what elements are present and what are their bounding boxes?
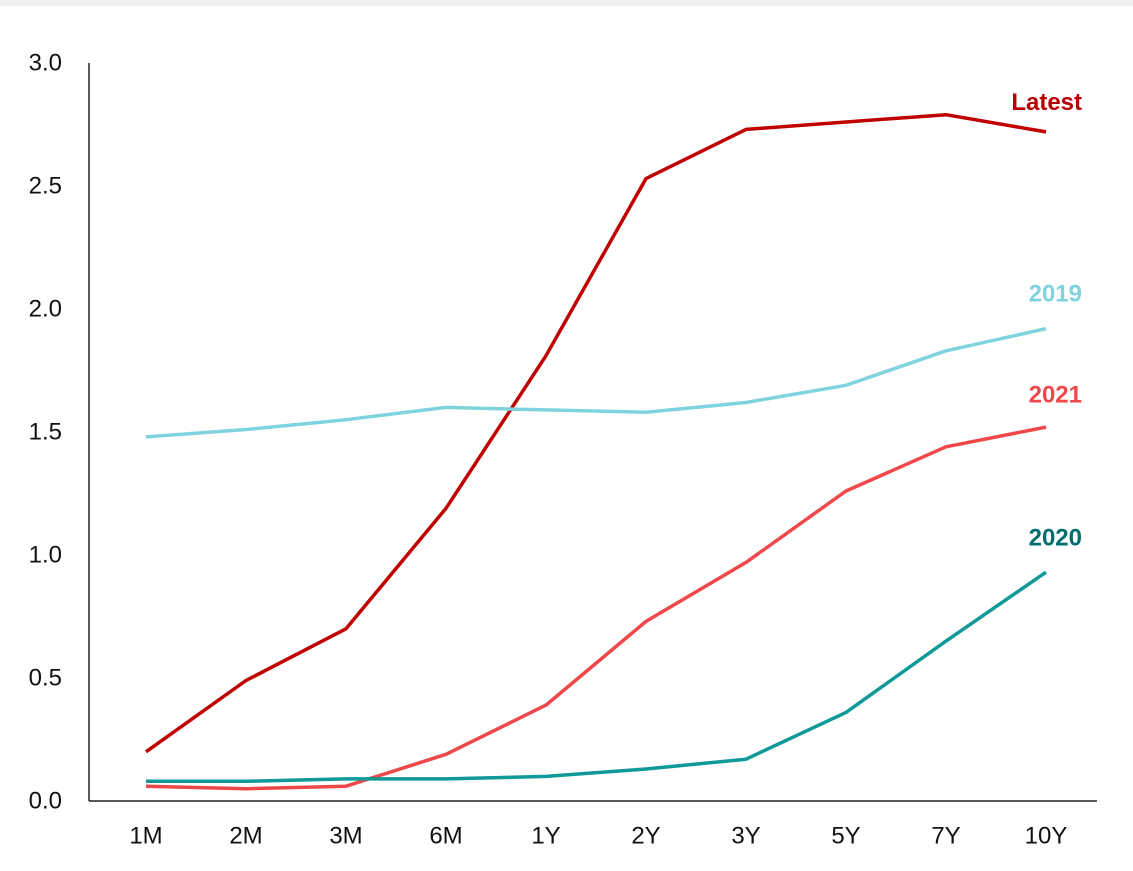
y-tick-label: 1.5 xyxy=(29,419,62,446)
x-tick-label: 1M xyxy=(129,823,162,850)
x-tick-label: 3Y xyxy=(731,823,760,850)
y-tick-label: 3.0 xyxy=(29,50,62,77)
x-tick-label: 3M xyxy=(329,823,362,850)
x-tick-label: 6M xyxy=(429,823,462,850)
y-tick-labels: 0.0 0.5 1.0 1.5 2.0 2.5 3.0 xyxy=(29,50,62,815)
x-tick-labels: 1M 2M 3M 6M 1Y 2Y 3Y 5Y 7Y 10Y xyxy=(129,823,1067,850)
y-tick-label: 0.0 xyxy=(29,788,62,815)
top-bar xyxy=(0,0,1133,6)
x-tick-label: 5Y xyxy=(831,823,860,850)
series-lines xyxy=(144,112,1047,791)
series-label-2021: 2021 xyxy=(1029,382,1082,409)
y-tick-label: 2.5 xyxy=(29,173,62,200)
series-label-2020: 2020 xyxy=(1029,524,1082,551)
x-tick-label: 2M xyxy=(229,823,262,850)
series-labels: Latest 2019 2021 2020 xyxy=(1011,89,1082,551)
y-tick-label: 1.0 xyxy=(29,542,62,569)
series-label-latest: Latest xyxy=(1011,89,1082,116)
series-line-latest xyxy=(144,112,1047,754)
x-tick-label: 10Y xyxy=(1025,823,1068,850)
series-line-2020 xyxy=(146,570,1047,784)
y-tick-label: 2.0 xyxy=(29,296,62,323)
y-tick-label: 0.5 xyxy=(29,665,62,692)
x-tick-label: 7Y xyxy=(931,823,960,850)
x-tick-label: 2Y xyxy=(631,823,660,850)
series-line-2021 xyxy=(145,425,1047,791)
series-label-2019: 2019 xyxy=(1029,281,1082,308)
series-line-2019 xyxy=(145,326,1047,439)
x-tick-label: 1Y xyxy=(531,823,560,850)
